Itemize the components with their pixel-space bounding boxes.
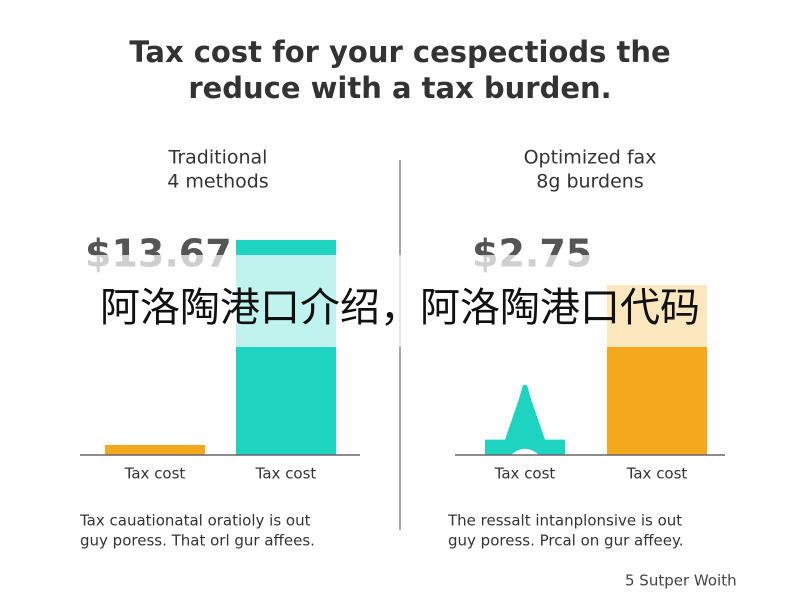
subtitle: 4 methods [167, 171, 268, 193]
x-tick-label: Tax cost [626, 465, 688, 483]
footnote: guy poress. That orl gur affees. [80, 532, 315, 550]
footnote: guy poress. Prcal on gur affeey. [448, 532, 684, 550]
overlay-text: 阿洛陶港口介绍，阿洛陶港口代码 [100, 285, 700, 331]
title-line: reduce with a tax burden. [188, 71, 611, 105]
x-tick-label: Tax cost [255, 465, 317, 483]
subtitle: 8g burdens [536, 171, 643, 193]
footnote: Tax cauationatal oratioly is out [79, 512, 311, 530]
overlay-band [0, 255, 800, 347]
footer: 5 Sutper Woith [625, 572, 737, 590]
tower [485, 385, 565, 455]
bar [105, 445, 205, 455]
subtitle: Traditional [168, 147, 268, 169]
x-tick-label: Tax cost [124, 465, 186, 483]
title-line: Tax cost for your cespectiods the [129, 35, 670, 69]
footnote: The ressalt intanplonsive is out [447, 512, 682, 530]
x-tick-label: Tax cost [494, 465, 556, 483]
subtitle: Optimized fax [524, 147, 657, 169]
